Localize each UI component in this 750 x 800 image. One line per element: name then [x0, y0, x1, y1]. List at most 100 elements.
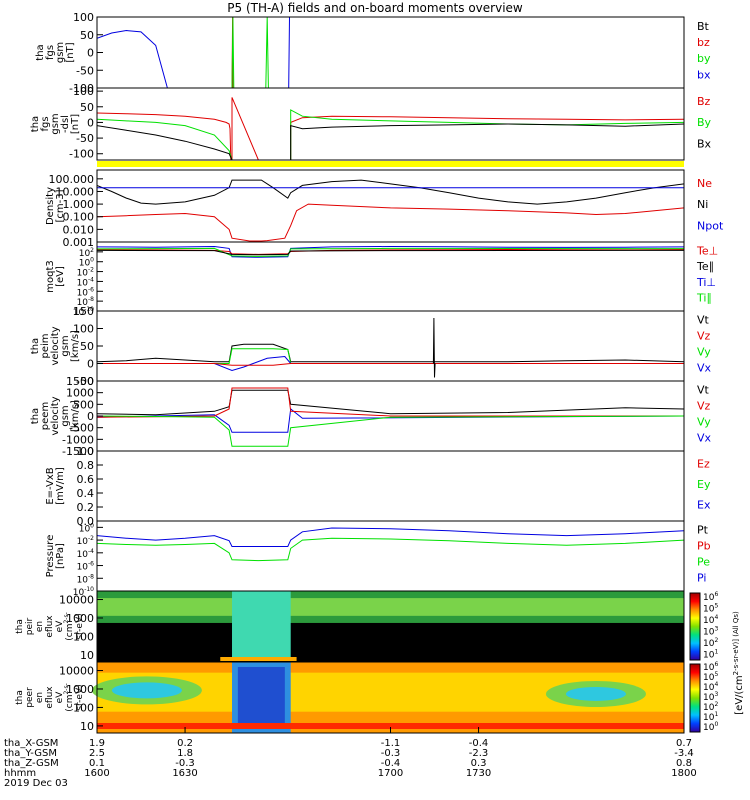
- colorbar-tick: 100: [703, 721, 718, 733]
- y-axis-label: [km/s]: [70, 330, 81, 362]
- y-axis-label: tha: [15, 619, 25, 634]
- panel-fgs: 100 50 0 -50 -100 tha fgs gsm [nT] Bt bz by bx: [35, 11, 711, 95]
- x-value: -2.3: [469, 748, 489, 759]
- x-value: -0.4: [469, 738, 489, 749]
- panel-frame: [96, 87, 685, 161]
- legend-Vy: Vy: [697, 346, 711, 359]
- x-value: 1.9: [89, 738, 105, 749]
- x-value: -1.1: [381, 738, 401, 749]
- y-tick-label: 0.100: [63, 211, 95, 224]
- series-Ti: [97, 245, 684, 258]
- colorbar-tick: 103: [703, 626, 718, 638]
- y-tick-label: -50: [76, 64, 94, 77]
- y-tick-label: 1000: [66, 683, 94, 696]
- panel-efield: 1.00.80.60.40.20.0 E=-VxB [mV/m] Ez Ey Ex: [45, 445, 711, 528]
- y-axis-label: [mV/m]: [55, 467, 66, 505]
- series-Vt: [97, 389, 684, 416]
- x-value: 1700: [378, 768, 403, 779]
- y-tick-label: 10-6: [77, 561, 95, 573]
- y-axis-label: eV: [55, 620, 65, 633]
- y-axis-label: eflux: [45, 686, 55, 709]
- series-group: [97, 179, 684, 242]
- legend-Ti∥: Ti∥: [696, 292, 712, 305]
- y-axis-label: tha: [30, 116, 41, 132]
- y-tick-label: 0: [87, 358, 94, 371]
- series-group: [97, 527, 684, 562]
- y-tick-label: 10: [80, 720, 94, 733]
- legend-Te∥: Te∥: [696, 260, 714, 273]
- y-axis-label: peer: [25, 687, 35, 708]
- series-bx2: [288, 17, 291, 88]
- y-axis-label: velocity: [50, 396, 61, 435]
- x-row-label: tha_Z-GSM: [4, 758, 59, 769]
- y-tick-label: 0.2: [77, 501, 95, 514]
- y-tick-label: -50: [76, 375, 94, 388]
- spec-block: [232, 591, 291, 659]
- y-tick-label: 1000: [66, 387, 94, 400]
- legend-Te⊥: Te⊥: [696, 245, 718, 258]
- y-tick-label: 10000: [59, 594, 94, 607]
- colorbar-tick: 102: [703, 637, 718, 649]
- legend-Vx: Vx: [697, 361, 712, 374]
- legend-by: by: [697, 52, 711, 65]
- y-tick-label: 1000: [66, 612, 94, 625]
- series-Pe: [97, 537, 684, 562]
- series-Ti2: [97, 247, 684, 257]
- series-Vx: [97, 408, 684, 433]
- y-tick-label: -50: [76, 132, 94, 145]
- x-value: 1600: [84, 768, 109, 779]
- y-tick-label: 0.001: [63, 236, 95, 249]
- x-value: 0.2: [177, 738, 193, 749]
- y-tick-label: 1500: [66, 375, 94, 388]
- y-axis-label: E=-VxB: [45, 467, 56, 504]
- y-tick-label: 10-2: [77, 535, 95, 547]
- x-value: 1.8: [177, 748, 193, 759]
- y-tick-label: 1.0: [77, 445, 95, 458]
- y-axis-label: tha: [35, 44, 46, 60]
- legend-Vx: Vx: [697, 431, 712, 444]
- legend-Ne: Ne: [697, 177, 712, 190]
- y-axis-label: gsm: [60, 335, 71, 356]
- y-axis-label: gsm: [50, 113, 61, 134]
- x-row-label: tha_X-GSM: [4, 738, 58, 749]
- y-tick-label: 10.000: [56, 185, 95, 198]
- series-group: [97, 17, 291, 88]
- legend-Vz: Vz: [697, 330, 711, 343]
- series-group: [97, 387, 684, 447]
- series-Pi: [97, 527, 684, 547]
- y-axis-label: [km/s]: [70, 400, 81, 432]
- x-row-label: tha_Y-GSM: [4, 748, 57, 759]
- y-axis-label: fgs: [40, 116, 51, 131]
- spec-band-lime: [97, 598, 684, 616]
- y-axis-label: fgs: [45, 45, 56, 60]
- y-axis-label: eV: [55, 691, 65, 704]
- y-axis-label: peim: [40, 333, 51, 358]
- legend-Bt: Bt: [697, 20, 710, 33]
- x-value: -3.4: [674, 748, 694, 759]
- series-spike: [432, 317, 436, 378]
- legend-Vy: Vy: [697, 416, 711, 429]
- y-axis-label: tha: [30, 408, 41, 424]
- series-By: [97, 109, 684, 160]
- legend-bz: bz: [697, 36, 710, 49]
- colorbar-tick: 101: [703, 649, 718, 661]
- panel-frame: [96, 310, 685, 382]
- y-axis-label: [cm-3]: [55, 189, 66, 222]
- y-axis-label: peir: [25, 617, 35, 635]
- series-bx: [97, 29, 168, 88]
- legend-Pe: Pe: [697, 556, 710, 569]
- x-value: 1730: [466, 768, 491, 779]
- yellow-status-bar: [97, 161, 684, 167]
- legend-bx: bx: [697, 68, 711, 81]
- panel-frame: [96, 520, 685, 592]
- page-title: P5 (TH-A) fields and on-board moments ov…: [227, 1, 523, 15]
- y-axis-label: [eV]: [55, 266, 66, 287]
- legend-Vz: Vz: [697, 400, 711, 413]
- legend-Bx: Bx: [697, 137, 712, 150]
- y-tick-label: 0.6: [77, 473, 95, 486]
- legend-Npot: Npot: [697, 219, 724, 232]
- series-by: [231, 17, 269, 88]
- y-tick-label: -500: [69, 422, 94, 435]
